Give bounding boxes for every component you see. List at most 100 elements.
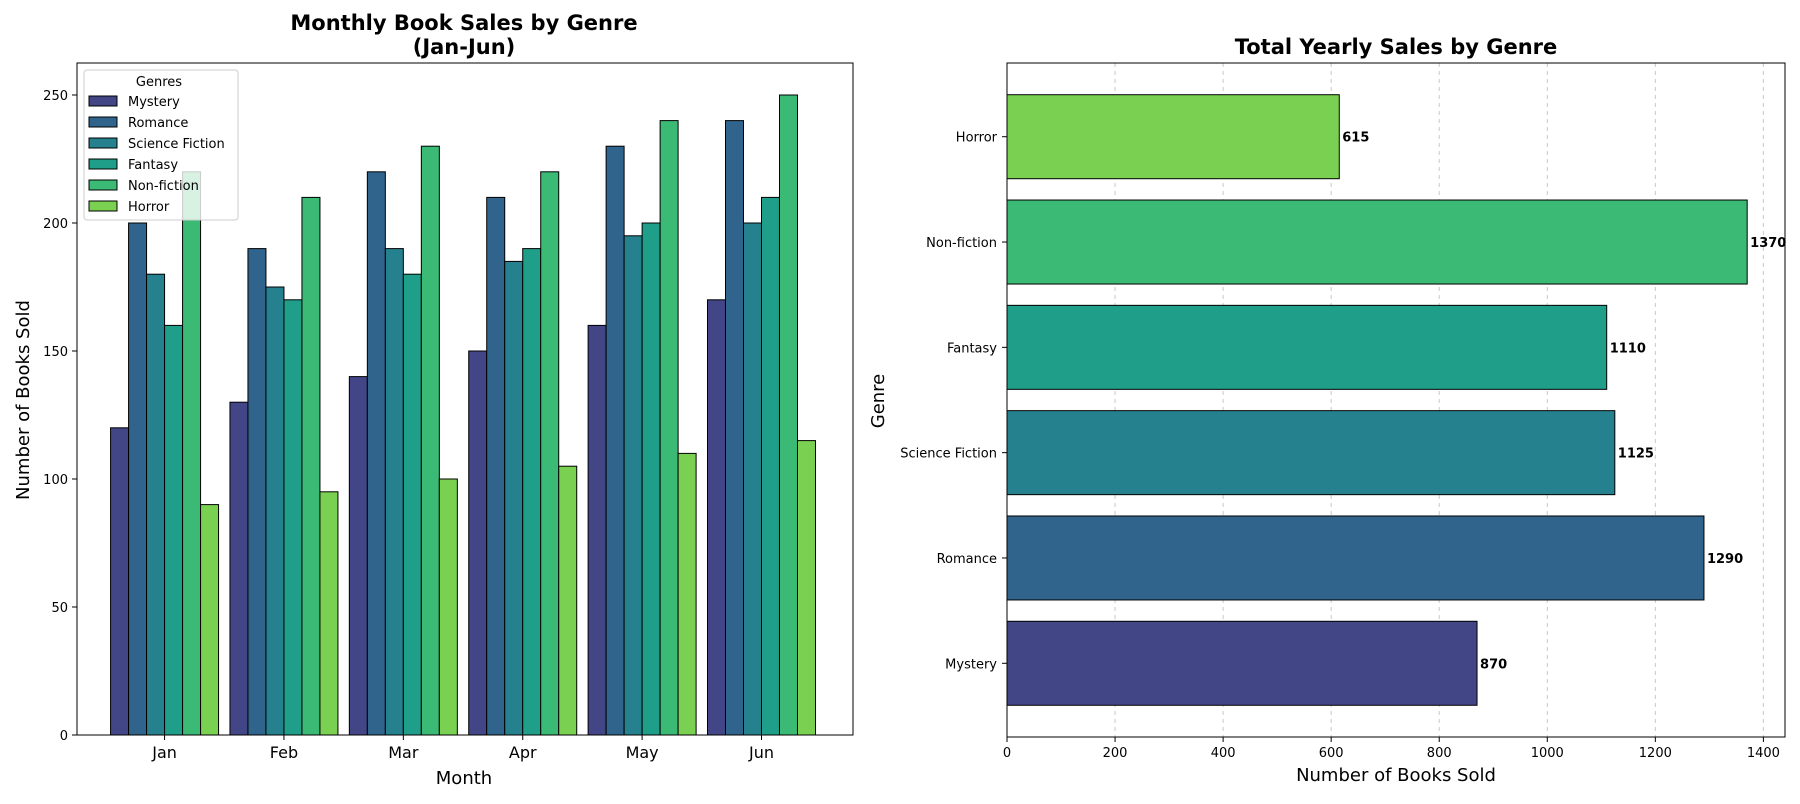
legend-swatch-horror <box>88 200 118 212</box>
x-tick-label-200: 200 <box>1103 746 1128 761</box>
legend-box <box>83 69 239 221</box>
bar-fantasy-jun <box>760 196 780 736</box>
bar-mystery-jun <box>706 299 726 736</box>
y-tick-label-0: 0 <box>60 729 68 744</box>
bar-science-fiction-may <box>623 235 643 736</box>
legend: Genres Mystery Romance Science Fiction Fant… <box>83 69 239 221</box>
left-chart-title-line2: (Jan-Jun) <box>413 35 516 59</box>
left-plot-frame <box>76 62 854 736</box>
legend-label-non-fiction: Non-fiction <box>128 179 199 194</box>
legend-label-science-fiction: Science Fiction <box>128 137 225 152</box>
right-x-axis-label: Number of Books Sold <box>1296 765 1496 786</box>
y-tick-label-50: 50 <box>51 601 68 616</box>
x-tick-label-600: 600 <box>1319 746 1344 761</box>
left-x-axis-label: Month <box>436 768 492 789</box>
bar-fantasy <box>1006 304 1608 390</box>
data-label-mystery: 870 <box>1480 657 1507 672</box>
bar-horror-apr <box>558 465 578 736</box>
bar-non-fiction-feb <box>301 196 321 736</box>
bar-fantasy-apr <box>522 248 542 736</box>
y-tick-label-romance: Romance <box>937 552 997 567</box>
bar-non-fiction-may <box>659 120 679 736</box>
left-chart: Monthly Book Sales by Genre (Jan-Jun) Mo… <box>13 11 854 789</box>
right-chart: Total Yearly Sales by Genre Number of Bo… <box>868 35 1786 786</box>
legend-label-fantasy: Fantasy <box>128 158 178 173</box>
legend-swatch-non-fiction <box>88 179 118 191</box>
x-tick-label-800: 800 <box>1427 746 1452 761</box>
bar-horror-may <box>677 452 697 736</box>
bar-science-fiction-jan <box>146 273 166 736</box>
bar-horror-feb <box>319 491 339 736</box>
y-tick-label-non-fiction: Non-fiction <box>926 236 997 251</box>
bar-mystery-mar <box>348 376 368 736</box>
data-label-science-fiction: 1125 <box>1618 447 1654 462</box>
bar-romance-apr <box>486 196 506 736</box>
bar-fantasy-jan <box>164 324 184 736</box>
bar-science-fiction-apr <box>504 260 524 736</box>
right-y-axis-label: Genre <box>868 374 889 429</box>
bar-horror-mar <box>438 478 458 736</box>
y-tick-label-mystery: Mystery <box>945 657 997 672</box>
y-tick-label-fantasy: Fantasy <box>947 341 997 356</box>
bar-horror-jun <box>796 440 816 736</box>
bar-fantasy-feb <box>283 299 303 736</box>
legend-label-romance: Romance <box>128 116 188 131</box>
bar-horror <box>1006 94 1340 180</box>
x-tick-label-jun: Jun <box>748 743 774 762</box>
legend-title: Genres <box>136 75 182 90</box>
bar-science-fiction-feb <box>265 286 285 736</box>
bar-non-fiction-jan <box>182 171 202 736</box>
right-plot-frame <box>1006 62 1786 738</box>
y-tick-label-science-fiction: Science Fiction <box>900 447 997 462</box>
legend-swatch-mystery <box>88 95 118 107</box>
legend-swatch-science-fiction <box>88 137 118 149</box>
data-label-romance: 1290 <box>1707 552 1743 567</box>
left-plot-area: Jan Feb Mar Apr May Jun 0 50 100 150 200 250 <box>43 62 854 762</box>
legend-swatch-romance <box>88 116 118 128</box>
right-chart-title: Total Yearly Sales by Genre <box>1235 35 1558 59</box>
x-tick-label-0: 0 <box>1003 746 1011 761</box>
bar-science-fiction <box>1006 410 1616 496</box>
data-label-fantasy: 1110 <box>1610 341 1646 356</box>
bar-mystery-feb <box>229 401 249 736</box>
bar-non-fiction-apr <box>540 171 560 736</box>
left-y-axis-label: Number of Books Sold <box>13 300 34 500</box>
y-tick-label-100: 100 <box>43 473 68 488</box>
x-tick-label-400: 400 <box>1211 746 1236 761</box>
x-tick-label-apr: Apr <box>509 743 537 762</box>
bar-romance-mar <box>366 171 386 736</box>
right-plot-area: 870 Mystery 1290 Romance 1125 Science Fiction… <box>900 62 1786 761</box>
bar-romance-may <box>605 145 625 736</box>
bar-non-fiction <box>1006 199 1748 285</box>
bar-mystery-apr <box>468 350 488 736</box>
bar-romance <box>1006 515 1705 601</box>
bar-science-fiction-jun <box>742 222 762 736</box>
bar-non-fiction-mar <box>420 145 440 736</box>
bar-science-fiction-mar <box>384 248 404 736</box>
y-tick-label-200: 200 <box>43 217 68 232</box>
bar-mystery <box>1006 620 1478 706</box>
legend-label-mystery: Mystery <box>128 95 180 110</box>
bar-non-fiction-jun <box>778 94 798 736</box>
y-tick-label-150: 150 <box>43 345 68 360</box>
data-label-horror: 615 <box>1342 131 1369 146</box>
data-label-non-fiction: 1370 <box>1750 236 1786 251</box>
bar-mystery-may <box>587 324 607 736</box>
x-tick-label-mar: Mar <box>388 743 419 762</box>
x-tick-label-1200: 1200 <box>1639 746 1672 761</box>
bar-horror-jan <box>200 504 220 736</box>
bar-romance-feb <box>247 248 267 736</box>
x-tick-label-may: May <box>626 743 659 762</box>
bar-romance-jan <box>128 222 148 736</box>
left-chart-title-line1: Monthly Book Sales by Genre <box>290 11 637 35</box>
x-tick-label-1000: 1000 <box>1531 746 1564 761</box>
bar-mystery-jan <box>110 427 130 736</box>
x-tick-label-jan: Jan <box>151 743 177 762</box>
x-tick-label-feb: Feb <box>270 743 298 762</box>
bar-romance-jun <box>724 120 744 736</box>
bar-fantasy-mar <box>402 273 422 736</box>
y-tick-label-horror: Horror <box>956 131 998 146</box>
legend-swatch-fantasy <box>88 158 118 170</box>
x-tick-label-1400: 1400 <box>1747 746 1780 761</box>
